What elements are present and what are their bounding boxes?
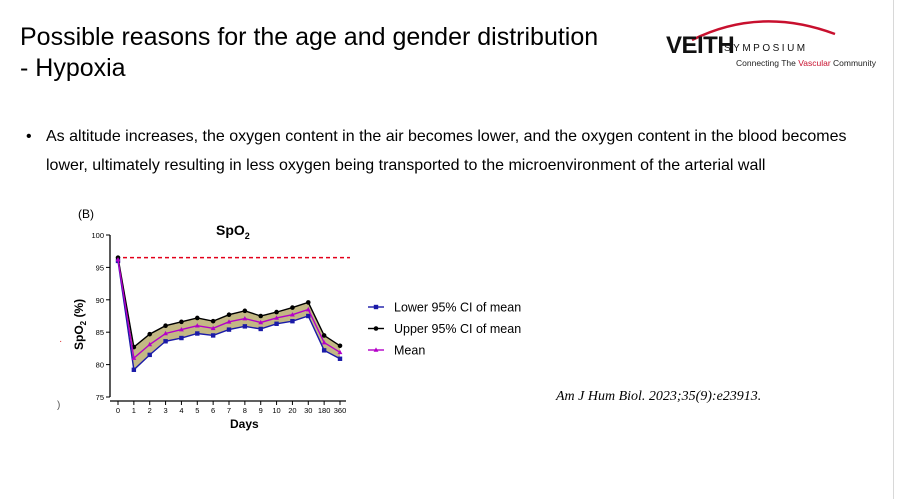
data-point-mean	[321, 339, 327, 345]
data-point-upper-ci	[147, 331, 153, 337]
data-point-mean	[194, 323, 200, 328]
y-axis-label-tail: (%)	[72, 299, 86, 321]
x-tick-label: 360	[334, 406, 347, 415]
x-tick-label: 10	[272, 406, 280, 415]
chart-title-sub: 2	[245, 231, 250, 241]
x-tick-label: 20	[288, 406, 296, 415]
chart-legend: Lower 95% CI of mean Upper 95% CI of mean…	[368, 301, 521, 358]
data-point-upper-ci	[258, 313, 264, 319]
x-tick-label: 3	[163, 406, 167, 415]
data-point-mean	[115, 257, 121, 262]
slide-title-line2: - Hypoxia	[20, 54, 126, 82]
x-tick-label: 8	[243, 406, 247, 415]
legend-label-lower-ci: Lower 95% CI of mean	[394, 301, 521, 315]
data-point-lower-ci	[131, 367, 137, 372]
data-point-lower-ci	[321, 348, 327, 353]
data-point-lower-ci	[179, 335, 184, 341]
y-tick-label: 80	[96, 361, 104, 370]
data-point-mean	[226, 319, 232, 324]
logo-tagline-highlight: Vascular	[798, 58, 831, 68]
data-point-mean	[274, 315, 279, 320]
y-tick-label: 95	[96, 263, 104, 272]
data-point-lower-ci	[147, 352, 152, 358]
x-tick-label: 7	[227, 406, 231, 415]
x-axis-label: Days	[230, 417, 259, 431]
data-point-upper-ci	[337, 343, 343, 349]
data-point-upper-ci	[242, 308, 248, 314]
data-point-mean	[242, 315, 248, 321]
bullet-dot-icon: •	[26, 128, 32, 145]
logo-swoosh-icon	[691, 20, 836, 42]
x-tick-label: 180	[318, 406, 331, 415]
legend-marker-lower-ci	[373, 304, 379, 310]
data-point-mean	[210, 325, 216, 331]
x-tick-label: 0	[116, 406, 120, 415]
stray-mark-icon: )	[57, 400, 61, 411]
y-axis-label-main: SpO	[72, 325, 86, 350]
x-tick-label: 9	[259, 406, 263, 415]
legend-label-upper-ci: Upper 95% CI of mean	[394, 322, 521, 336]
data-point-lower-ci	[337, 356, 343, 361]
y-tick-label: 85	[96, 328, 104, 337]
data-point-lower-ci	[306, 313, 311, 319]
slide-edge-divider	[893, 0, 894, 499]
data-point-lower-ci	[242, 324, 248, 329]
x-tick-label: 2	[148, 406, 152, 415]
y-tick-label: 100	[91, 231, 104, 240]
data-point-lower-ci	[226, 327, 232, 332]
logo-main-text: VEITH	[666, 32, 735, 59]
slide-title-line1: Possible reasons for the age and gender …	[20, 23, 599, 51]
data-point-mean	[290, 312, 295, 317]
x-tick-label: 1	[132, 406, 136, 415]
legend-marker-mean	[373, 347, 379, 352]
legend-marker-upper-ci	[373, 326, 379, 331]
data-point-upper-ci	[210, 318, 216, 324]
y-axis-label: SpO2 (%)	[72, 299, 88, 350]
data-point-mean	[131, 355, 137, 360]
data-point-mean	[337, 349, 343, 355]
x-tick-label: 5	[195, 406, 199, 415]
data-point-upper-ci	[226, 312, 232, 318]
logo-sub-text: SYMPOSIUM	[724, 43, 808, 54]
chart-title-main: SpO	[216, 222, 245, 238]
y-tick-label: 90	[96, 296, 104, 305]
logo-tagline: Connecting The Vascular Community	[736, 58, 876, 68]
x-tick-label: 4	[179, 406, 183, 415]
chart-panel-label: (B)	[78, 207, 94, 221]
slide-title: Possible reasons for the age and gender …	[20, 22, 640, 84]
data-point-mean	[305, 306, 311, 312]
y-tick-label: 75	[96, 393, 104, 402]
data-point-upper-ci	[321, 333, 327, 338]
y-axis-label-sub: 2	[79, 320, 88, 325]
data-point-upper-ci	[290, 305, 295, 310]
logo-tagline-part1: Connecting The	[736, 58, 799, 68]
data-point-lower-ci	[274, 321, 279, 326]
bullet-point: • As altitude increases, the oxygen cont…	[26, 122, 886, 180]
citation: Am J Hum Biol. 2023;35(9):e23913.	[556, 389, 762, 404]
x-tick-label: 6	[211, 406, 215, 415]
data-point-mean	[163, 330, 168, 336]
veith-symposium-logo: VEITH SYMPOSIUM Connecting The Vascular …	[660, 12, 885, 72]
bullet-text: As altitude increases, the oxygen conten…	[46, 128, 847, 174]
data-point-lower-ci	[195, 331, 200, 336]
data-point-upper-ci	[179, 319, 184, 325]
data-point-upper-ci	[163, 323, 168, 329]
chart-title: SpO2	[216, 222, 250, 241]
data-point-mean	[258, 319, 264, 325]
data-point-upper-ci	[305, 300, 311, 305]
logo-tagline-part2: Community	[830, 58, 877, 68]
data-point-mean	[179, 327, 184, 332]
plot-area: 75 80 85 90 95 100 0 1 2 3 4 5 6 7 8 9 10 20 30 180 360	[91, 231, 350, 415]
data-point-upper-ci	[194, 315, 200, 321]
data-point-lower-ci	[163, 339, 168, 344]
data-point-lower-ci	[210, 333, 216, 338]
stray-mark-icon: ·	[59, 336, 63, 347]
data-point-mean	[147, 341, 153, 347]
data-point-upper-ci	[274, 309, 279, 315]
x-tick-label: 30	[304, 406, 312, 415]
data-point-lower-ci	[258, 326, 263, 332]
data-point-lower-ci	[290, 318, 295, 324]
legend-label-mean: Mean	[394, 344, 425, 358]
